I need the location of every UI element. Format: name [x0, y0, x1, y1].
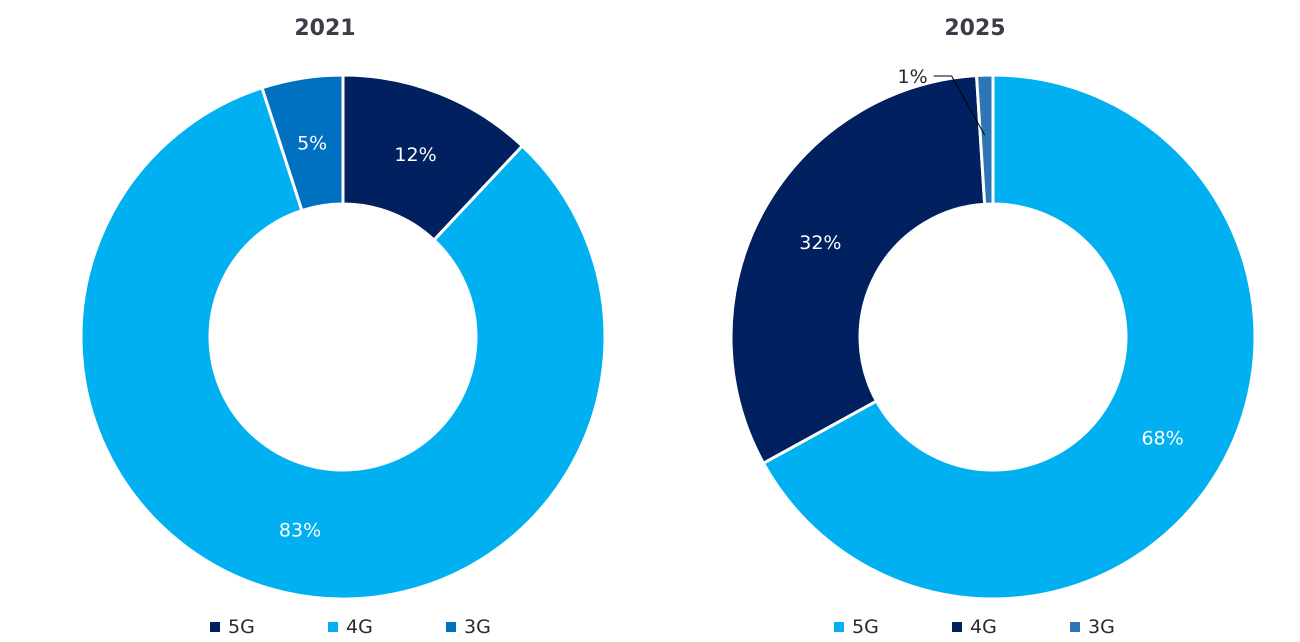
legend-item-3g: 3G	[1070, 616, 1115, 638]
legend-swatch-3g	[446, 622, 456, 632]
slice-label-5g: 68%	[1141, 427, 1183, 449]
legend-swatch-4g	[328, 622, 338, 632]
slice-label-4g: 83%	[279, 519, 321, 541]
legend-swatch-5g	[834, 622, 844, 632]
slice-5g	[761, 73, 1257, 601]
legend-item-4g: 4G	[952, 616, 1070, 638]
slice-4g	[79, 85, 607, 601]
legend-label-5g: 5G	[852, 616, 879, 638]
legend-2021: 5G 4G 3G	[210, 616, 491, 638]
legend-label-3g: 3G	[1088, 616, 1115, 638]
chart-title-2021: 2021	[294, 16, 356, 41]
leader-line-3g	[933, 75, 986, 136]
slice-label-3g: 1%	[897, 66, 927, 88]
legend-label-4g: 4G	[346, 616, 373, 638]
donut-svg-2021: 12% 83% 5%	[79, 73, 607, 601]
legend-2025: 5G 4G 3G	[834, 616, 1115, 638]
legend-label-5g: 5G	[228, 616, 255, 638]
donut-svg-2025: 68% 32% 1%	[729, 66, 1257, 601]
legend-item-5g: 5G	[210, 616, 328, 638]
legend-swatch-5g	[210, 622, 220, 632]
legend-swatch-4g	[952, 622, 962, 632]
legend-label-3g: 3G	[464, 616, 491, 638]
chart-title-2025: 2025	[944, 16, 1006, 41]
slice-3g	[260, 73, 345, 213]
slice-4g	[729, 73, 987, 466]
slice-label-5g: 12%	[394, 144, 436, 166]
slice-3g	[974, 73, 995, 206]
legend-swatch-3g	[1070, 622, 1080, 632]
legend-item-3g: 3G	[446, 616, 491, 638]
legend-label-4g: 4G	[970, 616, 997, 638]
donut-chart-2021: 2021 12% 83% 5% 5G 4G 3G	[79, 16, 607, 638]
legend-item-5g: 5G	[834, 616, 952, 638]
slice-label-4g: 32%	[799, 232, 841, 254]
donut-chart-2025: 2025 68% 32% 1% 5G 4G 3G	[650, 0, 1300, 642]
slice-label-3g: 5%	[297, 132, 327, 154]
legend-item-4g: 4G	[328, 616, 446, 638]
